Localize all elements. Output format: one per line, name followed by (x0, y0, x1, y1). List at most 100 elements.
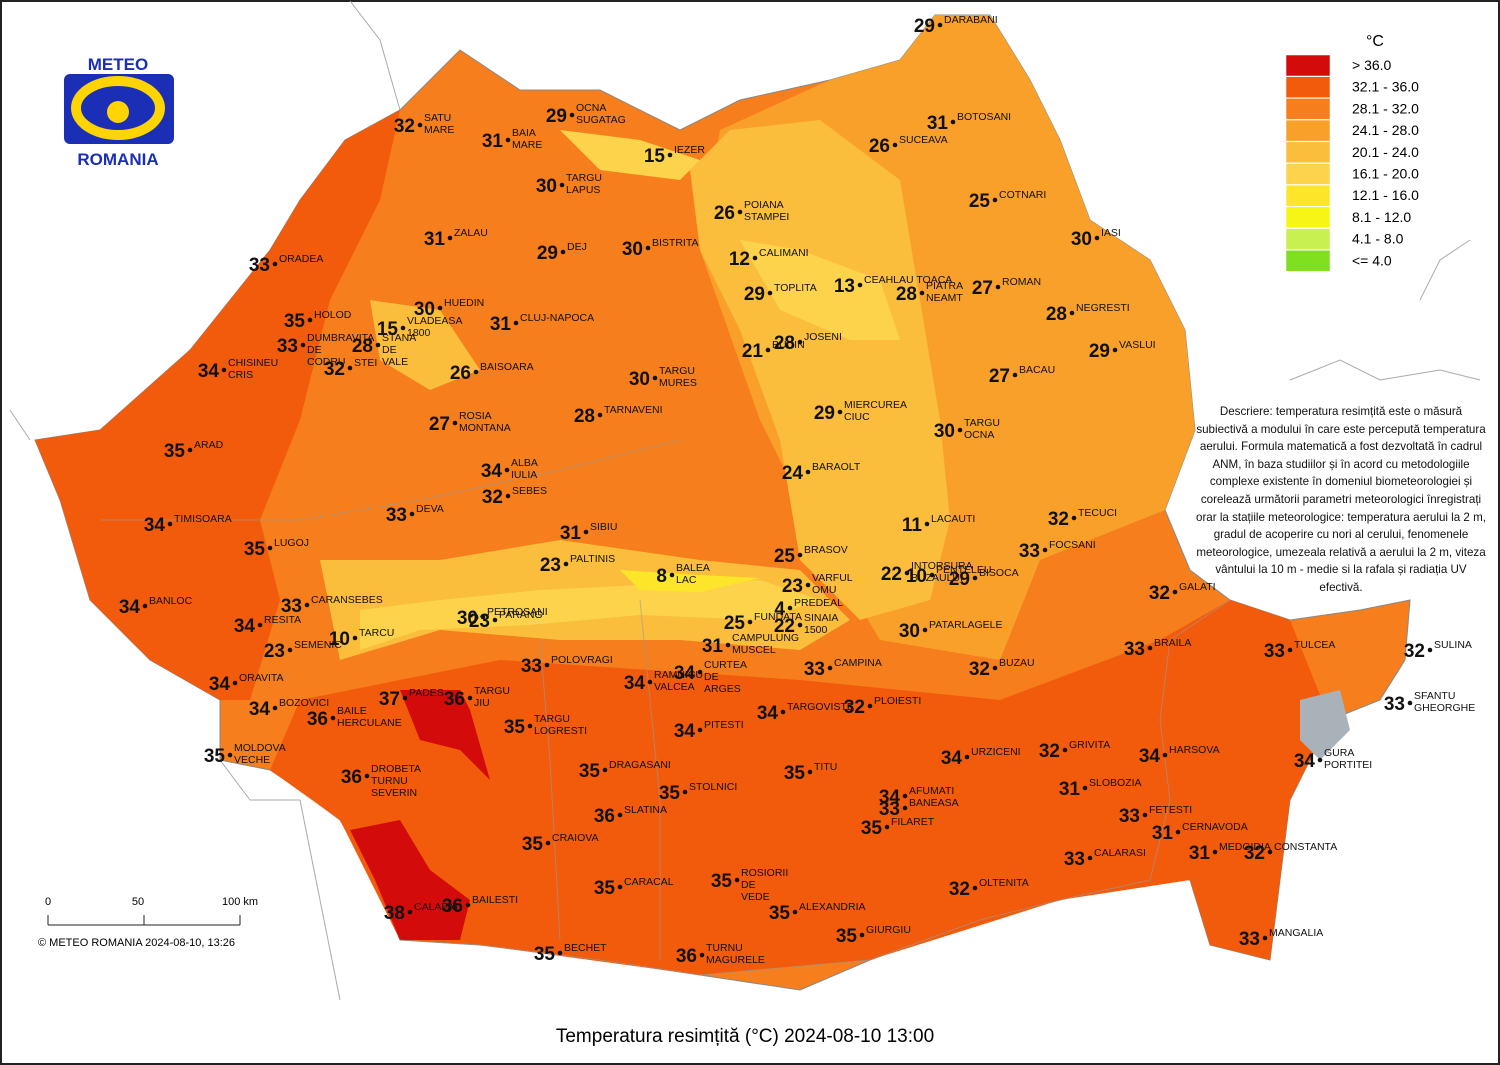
station-dot (307, 317, 313, 323)
legend-swatch (1285, 119, 1331, 142)
station-name: OCNA SUGATAG (576, 102, 626, 126)
station-value: 32 (969, 659, 990, 680)
station-value: 30 (457, 608, 478, 629)
legend-swatch (1285, 163, 1331, 185)
station-value: 15 (377, 319, 399, 340)
station-name: IEZER (674, 144, 705, 156)
station-dot (557, 950, 563, 956)
scale-bar: 0 50 100 km (45, 896, 258, 926)
station-value: 35 (579, 761, 601, 782)
station-value: 32 (1149, 583, 1170, 604)
station-value: 32 (482, 487, 503, 508)
station-dot (1175, 829, 1181, 835)
station-dot (300, 342, 306, 348)
station-value: 35 (504, 717, 526, 738)
station-name: BISOCA (979, 567, 1019, 579)
station-name: STEI (354, 357, 377, 369)
station-dot (1042, 547, 1048, 553)
station-value: 35 (244, 539, 266, 560)
station-dot (597, 412, 603, 418)
station-dot (467, 695, 473, 701)
station-name: CAMPULUNG MUSCEL (732, 632, 802, 656)
station-dot (465, 902, 471, 908)
station-dot (747, 619, 753, 625)
legend: > 36.0 32.1 - 36.0 28.1 - 32.0 24.1 - 28.0 2… (1285, 54, 1419, 272)
station-value: 29 (949, 569, 970, 590)
station-name: SLOBOZIA (1089, 777, 1142, 789)
legend-swatch (1285, 228, 1331, 250)
station-name: CLUJ-NAPOCA (520, 312, 594, 324)
station-name: PALTINIS (570, 553, 615, 565)
station-dot (787, 605, 793, 611)
station-name: BRAILA (1154, 637, 1191, 649)
station-name: URZICENI (971, 746, 1021, 758)
station-name: PREDEAL (794, 597, 843, 609)
station-value: 22 (881, 564, 902, 585)
station-name: ALBA IULIA (511, 457, 540, 481)
station-dot (304, 602, 310, 608)
station-dot (602, 767, 608, 773)
station-value: 21 (742, 341, 764, 362)
legend-swatch (1285, 206, 1331, 229)
station-value: 34 (481, 461, 503, 482)
station-value: 34 (144, 515, 166, 536)
station-dot (734, 877, 740, 883)
station-dot (972, 575, 978, 581)
station-dot (452, 420, 458, 426)
station-value: 29 (814, 403, 835, 424)
station-name: TURNU MAGURELE (706, 942, 765, 966)
station-name: BAILESTI (472, 894, 518, 906)
station-value: 29 (1089, 341, 1110, 362)
logo: METEO ROMANIA (64, 55, 174, 169)
station-dot (480, 614, 486, 620)
station-value: 34 (249, 699, 271, 720)
station-value: 29 (744, 284, 765, 305)
station-value: 36 (676, 946, 697, 967)
station-dot (767, 290, 773, 296)
station-dot (797, 339, 803, 345)
station-name: FUNDATA (754, 611, 802, 623)
station-value: 38 (384, 903, 405, 924)
station-name: TARNAVENI (604, 404, 663, 416)
station-value: 27 (429, 414, 450, 435)
station-value: 34 (674, 721, 696, 742)
station-dot (402, 695, 408, 701)
legend-label: > 36.0 (1352, 57, 1392, 73)
station-name: BAISOARA (480, 361, 534, 373)
station-dot (492, 617, 498, 623)
station-dot (437, 305, 443, 311)
station-dot (447, 235, 453, 241)
station-dot (737, 209, 743, 215)
station-value: 25 (969, 191, 991, 212)
legend-label: 28.1 - 32.0 (1352, 100, 1419, 116)
station-value: 33 (879, 799, 900, 820)
station-dot (859, 932, 865, 938)
station-dot (1147, 645, 1153, 651)
station-dot (902, 805, 908, 811)
station-dot (884, 824, 890, 830)
station-dot (867, 703, 873, 709)
station-dot (1262, 935, 1268, 941)
station-name: TARGU JIU (474, 685, 513, 709)
station-name: MOLDOVA VECHE (234, 742, 288, 766)
scale-tick: 0 (45, 896, 51, 908)
station-value: 28 (352, 336, 373, 357)
legend-title: °C (1366, 33, 1384, 50)
station-value: 28 (774, 333, 795, 354)
copyright: © METEO ROMANIA 2024-08-10, 13:26 (38, 937, 235, 949)
station-dot (1267, 849, 1273, 855)
station-name: GALATI (1179, 581, 1216, 593)
station-name: CURTEA DE ARGES (704, 659, 749, 695)
station-name: CERNAVODA (1182, 821, 1248, 833)
station-name: BOTOSANI (957, 111, 1011, 123)
station-dot (902, 793, 908, 799)
station-value: 31 (490, 314, 512, 335)
station-name: SATU MARE (424, 112, 454, 136)
legend-label: 32.1 - 36.0 (1352, 79, 1419, 95)
station-value: 34 (757, 703, 779, 724)
station-dot (545, 840, 551, 846)
station-name: ROSIORII DE VEDE (741, 867, 791, 903)
station-value: 23 (469, 611, 490, 632)
station-value: 31 (927, 113, 949, 134)
